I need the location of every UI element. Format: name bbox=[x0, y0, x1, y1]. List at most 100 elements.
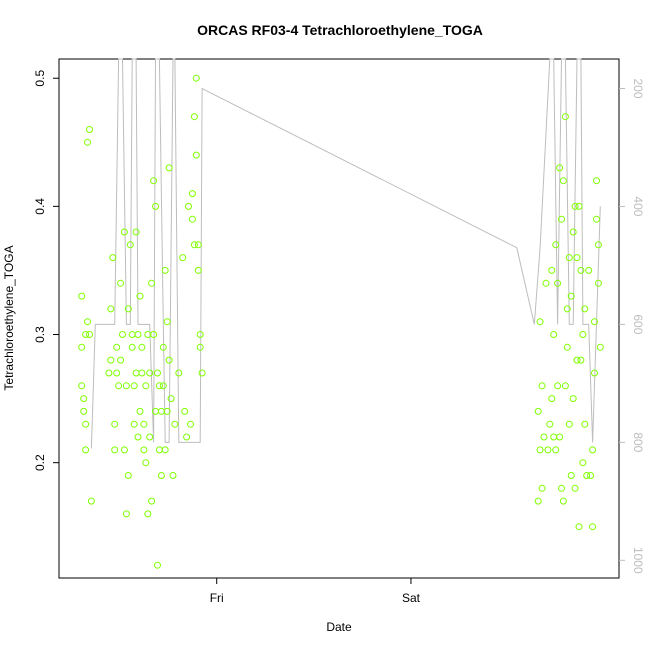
scatter-point bbox=[594, 279, 602, 287]
scatter-point bbox=[192, 151, 200, 159]
scatter-point bbox=[571, 202, 579, 210]
scatter-point bbox=[587, 472, 595, 479]
scatter-point bbox=[122, 510, 130, 518]
scatter-point bbox=[558, 484, 565, 492]
scatter-point bbox=[550, 331, 558, 338]
scatter-point bbox=[86, 126, 93, 133]
scatter-point bbox=[165, 356, 173, 364]
scatter-point bbox=[196, 331, 204, 338]
scatter-point bbox=[192, 74, 200, 82]
scatter-point bbox=[198, 369, 206, 377]
scatter-point bbox=[579, 331, 587, 338]
scatter-point bbox=[86, 331, 93, 338]
scatter-point bbox=[159, 382, 167, 390]
scatter-point bbox=[78, 292, 86, 300]
scatter-point bbox=[132, 228, 140, 236]
scatter-point bbox=[591, 369, 598, 377]
scatter-point bbox=[109, 254, 117, 262]
scatter-point bbox=[581, 305, 589, 313]
scatter-point bbox=[157, 472, 165, 479]
scatter-point bbox=[107, 356, 115, 364]
scatter-point bbox=[120, 446, 128, 454]
scatter-point bbox=[585, 266, 593, 274]
scatter-point bbox=[124, 305, 132, 313]
scatter-point bbox=[536, 446, 544, 454]
scatter-point bbox=[157, 407, 165, 415]
scatter-point bbox=[196, 343, 204, 351]
scatter-point bbox=[136, 292, 144, 300]
scatter-point bbox=[152, 202, 159, 210]
scatter-point bbox=[119, 331, 126, 338]
scatter-point bbox=[120, 228, 128, 236]
scatter-point bbox=[534, 497, 542, 505]
scatter-point bbox=[536, 318, 544, 326]
scatter-point bbox=[80, 407, 88, 415]
scatter-point bbox=[548, 395, 556, 403]
scatter-point bbox=[558, 215, 565, 223]
scatter-point bbox=[82, 331, 90, 338]
scatter-point bbox=[126, 241, 134, 249]
y2-tick-label: 1000 bbox=[631, 547, 645, 574]
scatter-point bbox=[577, 266, 585, 274]
scatter-point bbox=[132, 369, 140, 377]
scatter-point bbox=[142, 382, 150, 390]
scatter-point bbox=[579, 459, 587, 467]
scatter-point bbox=[124, 472, 132, 479]
scatter-point bbox=[565, 254, 573, 262]
scatter-point bbox=[554, 279, 562, 287]
scatter-point bbox=[111, 446, 119, 454]
scatter-point bbox=[115, 382, 123, 390]
scatter-point bbox=[78, 382, 86, 390]
scatter-point bbox=[589, 523, 597, 531]
scatter-point bbox=[117, 356, 125, 364]
scatter-point bbox=[567, 472, 575, 479]
scatter-point bbox=[130, 382, 138, 390]
scatter-point bbox=[567, 292, 575, 300]
scatter-point bbox=[82, 446, 90, 454]
scatter-point bbox=[554, 382, 562, 390]
scatter-point bbox=[548, 266, 556, 274]
scatter-point bbox=[148, 279, 156, 287]
y-tick-label: 0.5 bbox=[33, 70, 47, 87]
scatter-point bbox=[540, 433, 548, 441]
scatter-point bbox=[140, 446, 148, 454]
scatter-point bbox=[128, 331, 136, 338]
scatter-point bbox=[179, 254, 187, 262]
scatter-point bbox=[538, 382, 546, 390]
scatter-point bbox=[561, 382, 569, 390]
scatter-point bbox=[546, 420, 554, 428]
scatter-point bbox=[78, 343, 86, 351]
scatter-point bbox=[183, 433, 191, 441]
scatter-point bbox=[593, 215, 600, 223]
scatter-point bbox=[155, 382, 163, 390]
x-tick-label: Fri bbox=[210, 591, 224, 605]
scatter-point bbox=[128, 343, 136, 351]
scatter-point bbox=[563, 343, 571, 351]
scatter-point bbox=[154, 369, 161, 377]
scatter-point bbox=[117, 279, 125, 287]
y-axis-label: Tetrachloroethylene_TOGA bbox=[2, 245, 16, 390]
scatter-point bbox=[161, 446, 169, 454]
scatter-point bbox=[84, 138, 91, 146]
scatter-point bbox=[150, 331, 158, 338]
scatter-point bbox=[111, 420, 119, 428]
y2-tick-label: 400 bbox=[631, 196, 645, 216]
scatter-point bbox=[534, 407, 542, 415]
scatter-point bbox=[163, 407, 171, 415]
scatter-point bbox=[559, 497, 567, 505]
scatter-point bbox=[589, 446, 597, 454]
scatter-point bbox=[163, 318, 171, 326]
scatter-point bbox=[140, 420, 148, 428]
scatter-point bbox=[594, 241, 602, 249]
scatter-point bbox=[161, 266, 169, 274]
scatter-point bbox=[583, 472, 591, 479]
scatter-point bbox=[573, 356, 581, 364]
scatter-point bbox=[552, 241, 560, 249]
scatter-point bbox=[185, 202, 192, 210]
scatter-point bbox=[569, 395, 577, 403]
scatter-point bbox=[138, 369, 146, 377]
scatter-point bbox=[542, 279, 550, 287]
scatter-point bbox=[569, 228, 577, 236]
scatter-point bbox=[563, 305, 571, 313]
scatter-point bbox=[188, 215, 196, 223]
